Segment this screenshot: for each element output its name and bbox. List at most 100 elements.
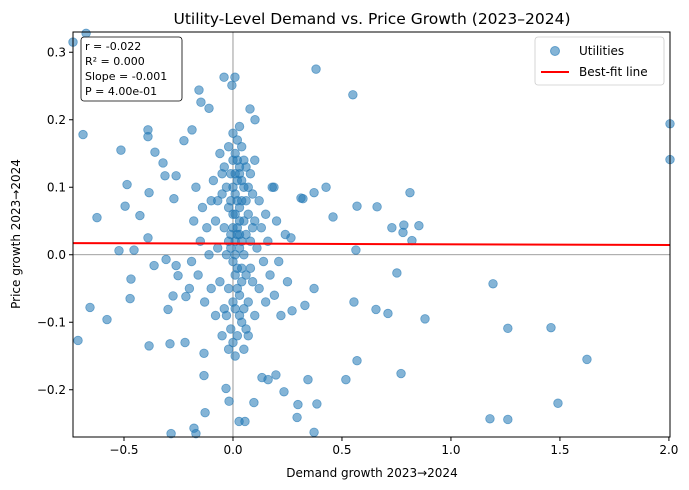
data-point — [243, 297, 253, 307]
data-point — [300, 300, 310, 311]
data-point — [189, 216, 199, 226]
data-point — [173, 270, 183, 281]
data-point — [116, 145, 126, 155]
data-point — [312, 399, 322, 409]
data-point — [129, 245, 139, 255]
data-point — [125, 293, 135, 304]
data-point — [171, 171, 181, 181]
data-point — [309, 187, 319, 198]
x-tick-label: 0.0 — [223, 443, 242, 457]
data-point — [243, 182, 253, 192]
data-point — [240, 416, 250, 427]
y-axis-label: Price growth 2023→2024 — [9, 159, 23, 309]
data-point — [239, 304, 249, 314]
data-point — [232, 331, 243, 341]
y-tick-label: 0.2 — [47, 113, 66, 127]
data-point — [186, 256, 197, 267]
data-point — [234, 310, 245, 321]
data-point — [114, 245, 124, 256]
stat-r: r = -0.022 — [85, 40, 141, 53]
data-point — [228, 182, 238, 192]
data-point — [180, 337, 190, 348]
data-point — [245, 263, 256, 273]
data-point — [582, 354, 592, 365]
data-point — [232, 283, 243, 294]
data-point — [200, 408, 210, 418]
data-point — [328, 212, 338, 222]
data-point — [405, 187, 415, 198]
legend: Utilities Best-fit line — [534, 36, 665, 86]
data-point — [260, 209, 271, 219]
data-point — [223, 283, 234, 294]
data-point — [193, 270, 203, 280]
data-point — [282, 277, 293, 287]
data-point — [181, 291, 191, 302]
data-point — [204, 103, 214, 113]
data-point — [226, 196, 236, 206]
data-point — [102, 314, 112, 325]
data-point — [271, 216, 282, 226]
data-point — [239, 344, 249, 354]
data-point — [271, 370, 281, 380]
data-point — [352, 201, 362, 211]
data-point — [163, 304, 173, 315]
data-point — [208, 175, 219, 186]
data-point — [230, 169, 240, 179]
data-point — [296, 193, 306, 203]
data-point — [239, 216, 249, 226]
data-point — [92, 212, 102, 223]
data-point — [206, 196, 216, 206]
data-point — [221, 310, 232, 321]
data-point — [250, 310, 260, 321]
data-point — [219, 162, 229, 172]
data-point — [228, 223, 238, 233]
data-point — [150, 147, 160, 157]
data-point — [197, 202, 208, 213]
data-point — [149, 260, 159, 271]
data-point — [383, 308, 393, 319]
data-point — [158, 158, 168, 168]
data-point — [241, 324, 251, 334]
data-point — [303, 374, 313, 385]
data-point — [204, 250, 214, 260]
data-point — [81, 28, 91, 39]
data-point — [260, 297, 271, 307]
data-point — [78, 129, 88, 140]
stats-box: r = -0.022 R² = 0.000 Slope = -0.001 P =… — [80, 36, 183, 102]
data-point — [252, 243, 262, 253]
data-point — [371, 304, 381, 315]
data-point — [267, 182, 277, 192]
data-point — [241, 270, 251, 280]
data-point — [503, 414, 513, 425]
data-point — [553, 398, 563, 408]
data-point — [420, 314, 430, 324]
data-point — [166, 428, 176, 439]
data-point — [227, 80, 237, 91]
data-point — [254, 196, 264, 206]
data-point — [237, 175, 247, 186]
stat-r2: R² = 0.000 — [85, 55, 145, 68]
data-point — [230, 250, 240, 260]
data-point — [221, 383, 231, 394]
data-point — [196, 97, 206, 107]
data-point — [223, 142, 234, 152]
data-point — [215, 148, 225, 159]
data-point — [351, 245, 361, 255]
y-tick-label: −0.2 — [37, 383, 66, 397]
data-point — [269, 290, 280, 300]
data-point — [206, 283, 216, 294]
data-point — [199, 348, 209, 359]
data-point — [219, 223, 229, 233]
y-tick-label: 0.0 — [47, 248, 66, 262]
data-point — [169, 194, 179, 204]
data-point — [247, 223, 258, 233]
x-tick-label: −0.5 — [109, 443, 138, 457]
data-point — [194, 85, 204, 95]
data-point — [293, 399, 303, 410]
y-tick-label: 0.3 — [47, 45, 66, 59]
data-point — [219, 72, 229, 82]
data-point — [392, 268, 402, 278]
data-point — [488, 279, 498, 289]
data-point — [226, 324, 236, 334]
